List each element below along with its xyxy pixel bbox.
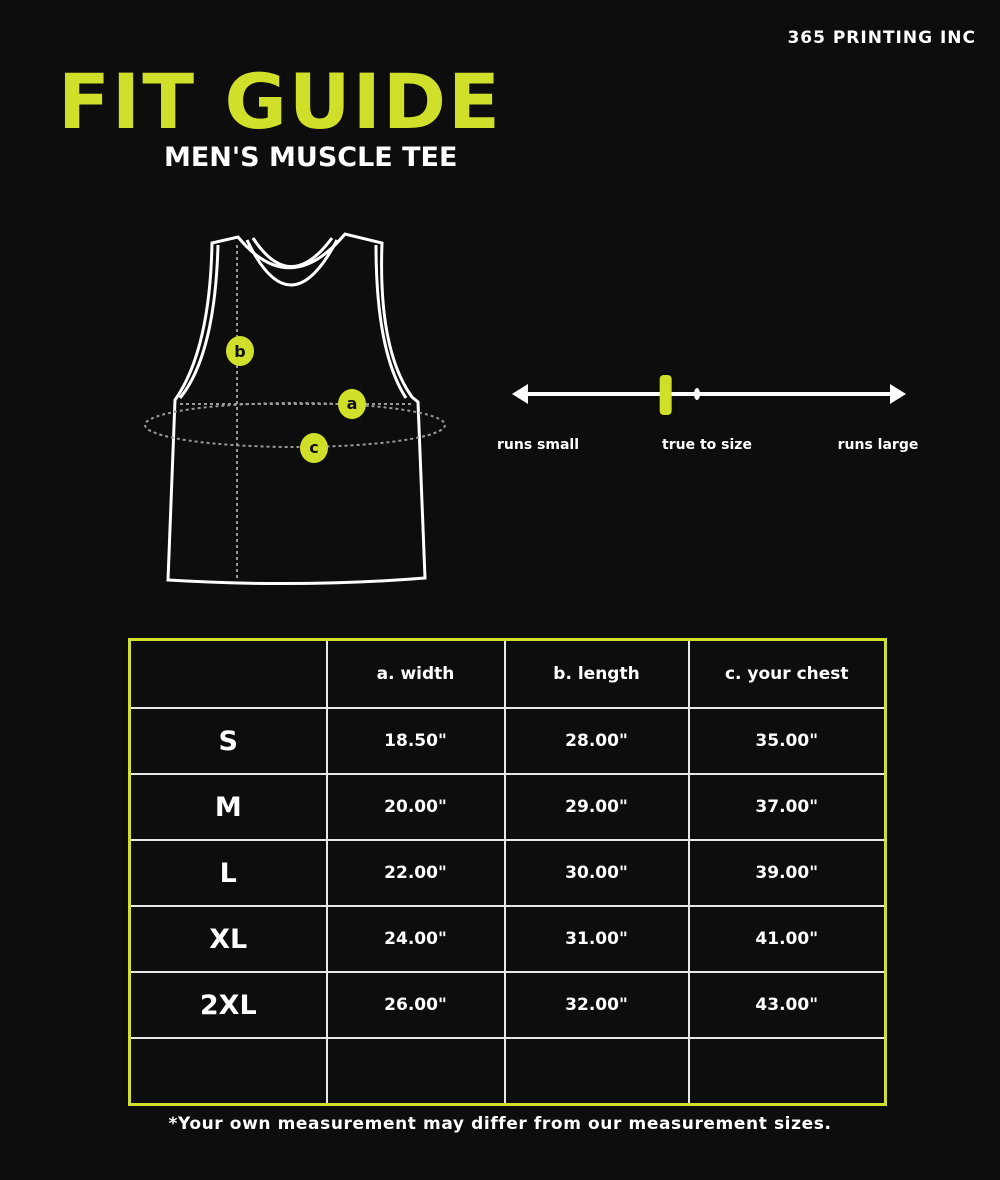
chest-cell: 43.00" (687, 971, 887, 1039)
width-cell: 24.00" (325, 905, 506, 973)
table-row: L 22.00" 30.00" 39.00" (128, 839, 887, 907)
size-cell: L (128, 839, 328, 907)
tank-top-outline (166, 232, 427, 586)
length-cell: 31.00" (503, 905, 690, 973)
size-cell: 2XL (128, 971, 328, 1039)
header-cell: b. length (503, 638, 690, 709)
header-cell: c. your chest (687, 638, 887, 709)
empty-cell (325, 1037, 506, 1106)
table-row: 2XL 26.00" 32.00" 43.00" (128, 971, 887, 1039)
empty-cell (503, 1037, 690, 1106)
runs-large-label: runs large (837, 437, 919, 453)
measurement-lines (144, 245, 446, 580)
chest-cell: 37.00" (687, 773, 887, 841)
length-cell: 29.00" (503, 773, 690, 841)
length-cell: 30.00" (503, 839, 690, 907)
marker-a: a (338, 389, 366, 419)
svg-text:a: a (347, 394, 358, 413)
chest-cell: 35.00" (687, 707, 887, 775)
runs-small-label: runs small (496, 437, 579, 453)
empty-cell (128, 1037, 328, 1106)
table-row-empty (128, 1037, 887, 1106)
table-row: M 20.00" 29.00" 37.00" (128, 773, 887, 841)
fit-scale (512, 375, 906, 415)
page-subtitle: MEN'S MUSCLE TEE (164, 142, 458, 173)
true-to-size-label: true to size (662, 437, 752, 453)
empty-cell (687, 1037, 887, 1106)
marker-b: b (226, 336, 254, 366)
garment-diagram: b a c (144, 232, 906, 586)
length-cell: 32.00" (503, 971, 690, 1039)
width-cell: 26.00" (325, 971, 506, 1039)
true-to-size-tick (694, 388, 700, 400)
width-cell: 18.50" (325, 707, 506, 775)
chest-cell: 41.00" (687, 905, 887, 973)
svg-text:b: b (234, 342, 245, 361)
chest-cell: 39.00" (687, 839, 887, 907)
table-header-row: a. width b. length c. your chest (128, 638, 887, 709)
header-cell (128, 638, 328, 709)
size-cell: S (128, 707, 328, 775)
table-row: XL 24.00" 31.00" 41.00" (128, 905, 887, 973)
length-cell: 28.00" (503, 707, 690, 775)
table-row: S 18.50" 28.00" 35.00" (128, 707, 887, 775)
brand-name: 365 PRINTING INC (787, 28, 976, 48)
fit-position-marker (659, 375, 672, 415)
size-cell: M (128, 773, 328, 841)
svg-text:c: c (309, 438, 318, 457)
marker-c: c (300, 433, 328, 463)
header-cell: a. width (325, 638, 506, 709)
width-cell: 22.00" (325, 839, 506, 907)
measurement-note: *Your own measurement may differ from ou… (168, 1114, 832, 1134)
size-table: a. width b. length c. your chest S 18.50"… (128, 638, 887, 1106)
width-cell: 20.00" (325, 773, 506, 841)
page-title: FIT GUIDE (58, 57, 502, 146)
size-cell: XL (128, 905, 328, 973)
